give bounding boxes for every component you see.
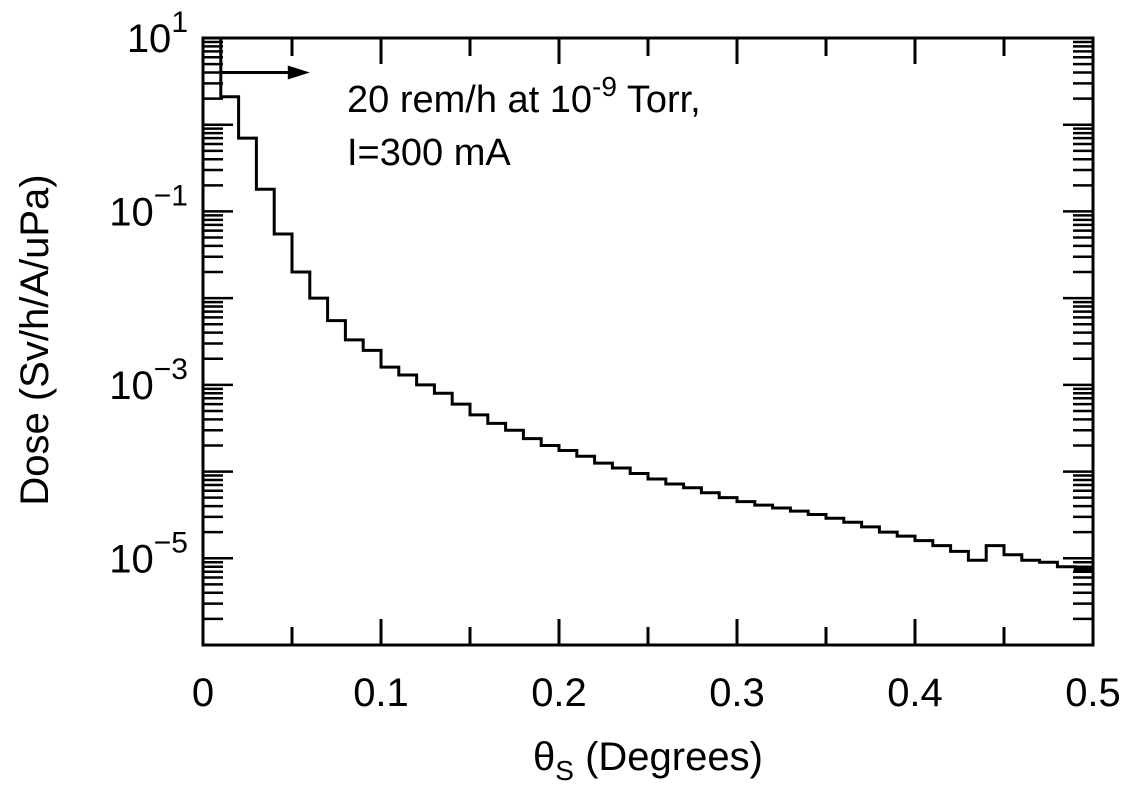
y-tick-label: 101	[127, 6, 188, 61]
y-axis-label: Dose (Sv/h/A/uPa)	[13, 174, 57, 505]
x-tick-label: 0	[192, 671, 214, 715]
y-tick-label: 10−3	[109, 353, 188, 408]
x-tick-label: 0.5	[1065, 671, 1121, 715]
x-axis-label: θS (Degrees)	[533, 735, 763, 786]
x-tick-label: 0.1	[353, 671, 409, 715]
y-tick-label: 10−1	[109, 179, 188, 234]
dose-histogram-line	[203, 36, 1093, 571]
x-tick-label: 0.2	[531, 671, 587, 715]
y-tick-label: 10−5	[109, 526, 188, 581]
annotation-line2: I=300 mA	[347, 132, 511, 174]
annotation-arrow-head	[287, 65, 310, 80]
plot-frame	[201, 36, 1095, 647]
annotation-line1: 20 rem/h at 10-9 Torr,	[347, 71, 701, 121]
x-tick-label: 0.3	[709, 671, 765, 715]
x-tick-label: 0.4	[887, 671, 943, 715]
